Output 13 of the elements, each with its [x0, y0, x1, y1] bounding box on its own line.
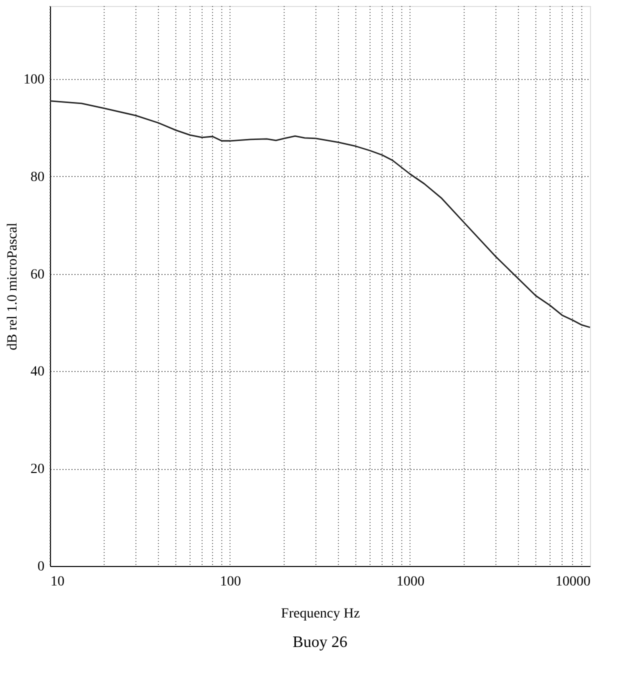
x-tick-label: 10	[50, 574, 64, 590]
y-tick-label: 100	[24, 72, 44, 88]
x-axis-title: Frequency Hz	[281, 606, 360, 622]
y-tick-label: 60	[30, 267, 44, 282]
y-tick-label: 40	[30, 364, 44, 380]
y-tick-label: 80	[30, 170, 44, 185]
text: Buoy 26	[292, 634, 348, 651]
x-tick-label: 10000	[556, 574, 590, 590]
x-tick-label: 100	[220, 574, 241, 590]
y-tick-label: 0	[38, 560, 44, 574]
y-tick-label: 20	[30, 462, 44, 478]
y-axis-title: dB rel 1.0 microPascal	[6, 222, 20, 350]
x-tick-label: 1000	[396, 574, 424, 590]
